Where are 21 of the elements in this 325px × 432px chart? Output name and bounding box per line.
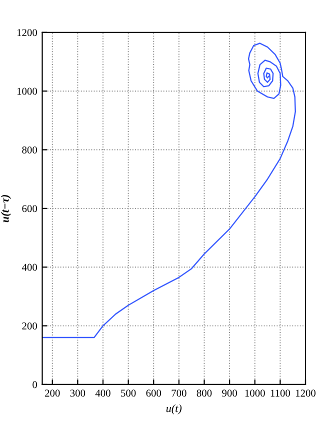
- y-tick-label: 200: [22, 322, 37, 330]
- x-tick-label: 1100: [270, 390, 290, 397]
- x-tick-label: 200: [45, 390, 60, 397]
- x-tick-label: 600: [146, 390, 162, 397]
- x-tick-label: 400: [95, 390, 110, 397]
- y-tick-label: 800: [22, 146, 37, 154]
- x-tick-label: 1000: [245, 390, 265, 397]
- x-tick-label: 900: [222, 390, 237, 397]
- x-tick-label: 300: [70, 390, 86, 397]
- x-tick-label: 500: [121, 390, 136, 397]
- y-tick-label: 1200: [17, 29, 37, 36]
- y-axis-title: u(t−τ): [0, 194, 11, 222]
- x-tick-label: 700: [172, 390, 186, 397]
- x-tick-label: 1200: [296, 390, 316, 397]
- y-tick-label: 400: [22, 264, 37, 271]
- y-tick-label: 0: [32, 381, 37, 388]
- y-tick-label: 600: [22, 205, 37, 212]
- line-series: [42, 42, 296, 338]
- x-axis-title: u(t): [166, 404, 182, 414]
- x-tick-label: 800: [196, 390, 212, 397]
- y-tick-label: 1000: [17, 88, 37, 95]
